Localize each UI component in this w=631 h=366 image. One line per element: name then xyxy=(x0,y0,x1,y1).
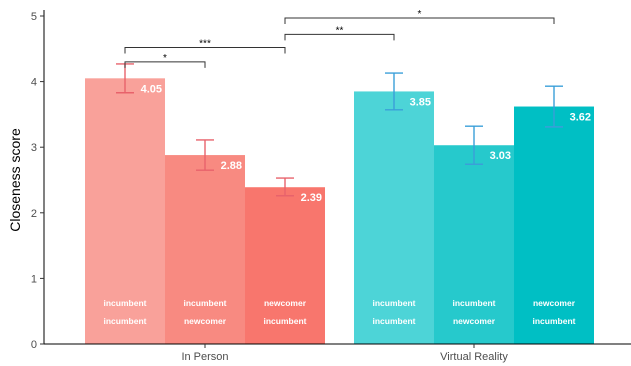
bar-role-line2-1-0: incumbent xyxy=(373,316,416,326)
x-tick-label-1: Virtual Reality xyxy=(440,351,508,363)
y-axis-label: Closeness score xyxy=(7,128,23,232)
error-bar-1-0 xyxy=(385,72,403,111)
bar-role-line1-0-0: incumbent xyxy=(104,298,147,308)
axes-layer: 0 1 2 3 4 5 In Person Virtual Reality xyxy=(31,10,631,363)
bar-0-1 xyxy=(165,155,245,344)
bars-layer: 4.05 incumbent incumbent 2.88 incumbent newco… xyxy=(85,78,594,344)
y-tick-label-0: 0 xyxy=(31,339,37,351)
error-bar-1-2 xyxy=(545,85,563,128)
bar-1-0 xyxy=(354,91,434,344)
significance-label-3: * xyxy=(418,9,422,20)
y-tick-label-2: 2 xyxy=(31,208,37,220)
significance-bracket-2 xyxy=(284,33,395,41)
bar-role-line2-0-0: incumbent xyxy=(104,316,147,326)
significance-bracket-0 xyxy=(124,61,206,68)
significance-label-0: * xyxy=(163,53,167,64)
bar-role-line2-1-1: newcomer xyxy=(453,316,496,326)
value-label-0-0: 4.05 xyxy=(141,83,162,95)
y-tick-label-1: 1 xyxy=(31,273,37,285)
value-label-1-1: 3.03 xyxy=(490,150,511,162)
bar-role-line1-0-1: incumbent xyxy=(184,298,227,308)
value-label-0-1: 2.88 xyxy=(221,160,242,172)
y-tick-label-5: 5 xyxy=(31,11,37,23)
x-tick-label-0: In Person xyxy=(181,351,228,363)
value-label-1-0: 3.85 xyxy=(410,96,431,108)
y-tick-label-3: 3 xyxy=(31,142,37,154)
error-bar-0-2 xyxy=(276,177,294,197)
bar-1-1 xyxy=(434,145,514,344)
error-bar-1-1 xyxy=(465,125,483,165)
bar-role-line1-0-2: newcomer xyxy=(264,298,307,308)
value-label-1-2: 3.62 xyxy=(570,112,591,124)
bar-role-line2-0-1: newcomer xyxy=(184,316,227,326)
significance-label-2: ** xyxy=(336,25,344,36)
y-tick-label-4: 4 xyxy=(31,77,37,89)
bar-0-0 xyxy=(85,78,165,344)
bar-1-2 xyxy=(514,106,594,344)
significance-bracket-3 xyxy=(284,17,555,24)
bar-role-line2-0-2: incumbent xyxy=(264,316,307,326)
bar-role-line1-1-1: incumbent xyxy=(453,298,496,308)
bar-0-2 xyxy=(245,187,325,344)
bar-role-line2-1-2: incumbent xyxy=(533,316,576,326)
significance-bracket-1 xyxy=(124,46,286,54)
value-label-0-2: 2.39 xyxy=(301,192,322,204)
significance-layer: ******* xyxy=(124,9,555,68)
bar-role-line1-1-0: incumbent xyxy=(373,298,416,308)
error-bar-0-1 xyxy=(196,139,214,171)
significance-label-1: *** xyxy=(199,38,211,49)
bar-role-line1-1-2: newcomer xyxy=(533,298,576,308)
